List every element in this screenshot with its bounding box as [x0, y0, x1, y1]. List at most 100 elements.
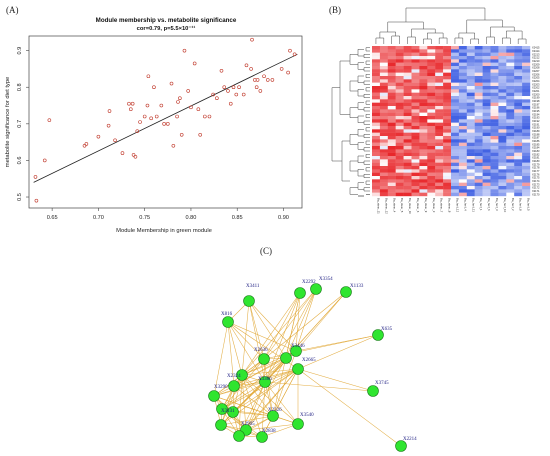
heatmap-cell: [451, 189, 460, 193]
heatmap-row-label: X2210: [532, 59, 540, 63]
heatmap-cell: [387, 119, 396, 123]
heatmap-cell: [435, 149, 444, 153]
heatmap-cell: [372, 89, 381, 93]
heatmap-cell: [395, 86, 404, 90]
heatmap-cell: [372, 136, 381, 140]
heatmap-cell: [443, 139, 452, 143]
heatmap-row-label: X2189: [532, 129, 540, 133]
heatmap-cell: [379, 146, 388, 150]
heatmap-cell: [419, 126, 428, 130]
heatmap-cell: [451, 66, 460, 70]
heatmap-cell: [435, 146, 444, 150]
network-edge: [241, 300, 250, 376]
heatmap-cell: [379, 126, 388, 130]
heatmap-row-label: X2213: [532, 52, 540, 56]
heatmap-cell: [411, 62, 420, 67]
heatmap-cell: [403, 192, 412, 197]
heatmap-cell: [411, 79, 420, 83]
heatmap-cell: [466, 79, 475, 83]
heatmap-cell: [506, 132, 515, 137]
scatter-point: [179, 133, 184, 137]
heatmap-cell: [522, 156, 531, 160]
heatmap-cell: [506, 189, 515, 193]
heatmap-cell: [458, 76, 467, 80]
heatmap-cell: [419, 186, 428, 190]
heatmap-cell: [419, 59, 428, 63]
heatmap-cell: [443, 186, 452, 190]
heatmap-column-label: Ba_steer_12: [384, 198, 388, 214]
heatmap-cell: [506, 182, 515, 187]
heatmap-cell: [419, 79, 428, 83]
heatmap-cell: [443, 62, 452, 67]
heatmap-cell: [435, 76, 444, 80]
heatmap-cell: [395, 136, 404, 140]
heatmap-cell: [372, 49, 381, 53]
heatmap-cell: [379, 122, 388, 127]
heatmap-cell: [443, 92, 452, 97]
heatmap-cell: [498, 139, 507, 143]
heatmap-cell: [514, 132, 523, 137]
heatmap-cell: [379, 109, 388, 113]
heatmap-cell: [451, 72, 460, 77]
heatmap-cell: [403, 102, 412, 107]
network-edge: [264, 292, 301, 383]
scatter-point: [198, 133, 203, 137]
heatmap-row-label: X2172: [532, 186, 540, 190]
heatmap-cell: [498, 46, 507, 50]
heatmap-cell: [498, 122, 507, 127]
network-node-label: X2905: [241, 422, 255, 427]
heatmap-cell: [451, 59, 460, 63]
heatmap-cell: [372, 162, 381, 167]
network-node-label: X3411: [246, 284, 260, 289]
heatmap-cell: [403, 132, 412, 137]
heatmap-column-label: Ba_heif_6: [487, 198, 491, 211]
heatmap-cell: [372, 126, 381, 130]
heatmap-cell: [427, 72, 436, 77]
heatmap-cell: [443, 142, 452, 147]
heatmap-cell: [419, 86, 428, 90]
heatmap-cell: [372, 96, 381, 100]
heatmap-cell: [372, 146, 381, 150]
heatmap-cell: [474, 82, 483, 87]
scatter-point: [231, 85, 236, 90]
heatmap-cell: [498, 142, 507, 147]
heatmap-cell: [474, 166, 483, 170]
heatmap-cell: [435, 59, 444, 63]
heatmap-cell: [482, 129, 491, 133]
x-tick-label: 0.85: [232, 215, 243, 221]
scatter-point: [113, 138, 117, 143]
heatmap-cell: [482, 179, 491, 183]
heatmap-cell: [458, 99, 467, 103]
heatmap-cell: [451, 46, 460, 50]
heatmap-cell: [522, 102, 531, 107]
heatmap-row-label: X2190: [532, 126, 540, 130]
heatmap-cell: [482, 162, 491, 167]
heatmap-cell: [419, 52, 428, 57]
heatmap-cell: [506, 109, 515, 113]
heatmap-cell: [458, 166, 467, 170]
heatmap-cell: [451, 186, 460, 190]
heatmap-column-label: Ba_heif_12: [456, 198, 460, 213]
heatmap-cell: [427, 62, 436, 67]
heatmap-cell: [395, 156, 404, 160]
heatmap-cell: [419, 92, 428, 97]
heatmap-cell: [522, 92, 531, 97]
heatmap-cell: [419, 159, 428, 163]
heatmap-cell: [443, 119, 452, 123]
heatmap-cell: [490, 62, 499, 67]
heatmap-cell: [482, 52, 491, 57]
heatmap-cell: [466, 116, 475, 120]
heatmap-cell: [427, 79, 436, 83]
heatmap-cell: [458, 72, 467, 77]
heatmap-cell: [372, 182, 381, 187]
heatmap-cell: [482, 89, 491, 93]
heatmap-cell: [372, 79, 381, 83]
heatmap-cell: [395, 179, 404, 183]
heatmap-cell: [514, 159, 523, 163]
heatmap-cell: [506, 142, 515, 147]
heatmap-cell: [474, 156, 483, 160]
heatmap-cell: [466, 166, 475, 170]
network-node: [340, 286, 352, 298]
network-node-label: X2326: [268, 408, 282, 413]
heatmap-cell: [379, 142, 388, 147]
